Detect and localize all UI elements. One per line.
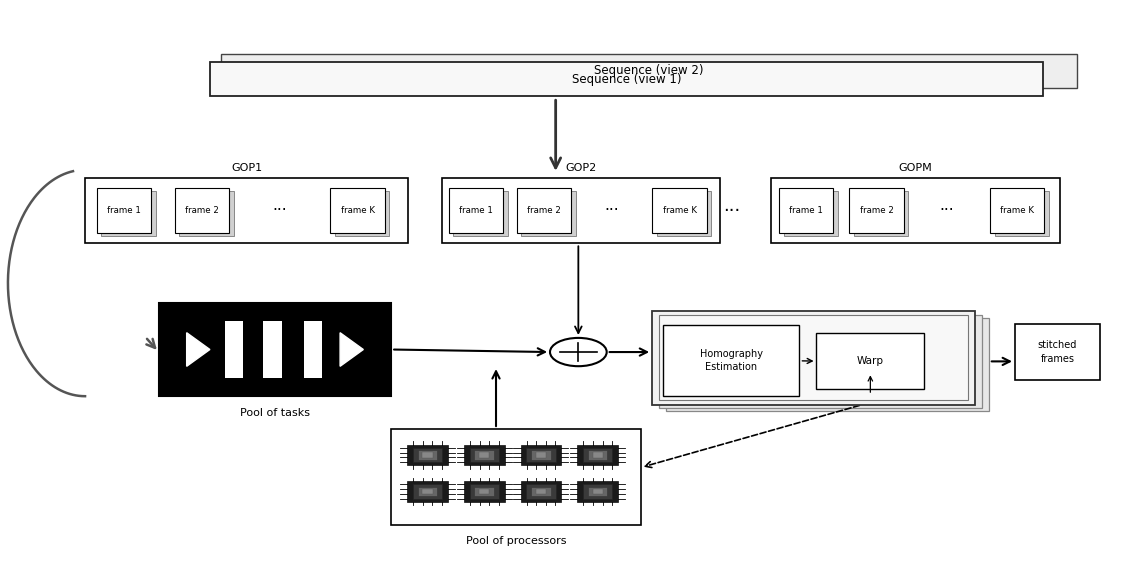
Text: stitched
frames: stitched frames xyxy=(1038,341,1077,363)
Bar xyxy=(521,445,561,465)
Bar xyxy=(422,452,433,457)
Bar xyxy=(179,191,234,237)
Text: GOPM: GOPM xyxy=(899,163,932,173)
Bar xyxy=(454,191,508,237)
Text: GOP2: GOP2 xyxy=(566,163,596,173)
Bar xyxy=(469,448,499,462)
Bar xyxy=(652,188,706,234)
Bar xyxy=(517,188,572,234)
Bar xyxy=(304,321,322,378)
Bar xyxy=(413,484,442,499)
Bar xyxy=(577,481,618,501)
Bar xyxy=(413,448,442,462)
Bar xyxy=(816,333,924,389)
Bar xyxy=(479,489,490,494)
Bar xyxy=(159,303,391,396)
Bar xyxy=(531,450,551,460)
Text: frame 1: frame 1 xyxy=(789,207,823,215)
Bar xyxy=(96,188,151,234)
Bar xyxy=(587,487,608,496)
Text: ···: ··· xyxy=(940,203,954,218)
Bar xyxy=(526,484,556,499)
Text: frame 2: frame 2 xyxy=(185,207,219,215)
FancyArrowPatch shape xyxy=(645,405,860,468)
Bar xyxy=(784,191,838,237)
Bar xyxy=(422,489,433,494)
Bar xyxy=(442,178,720,243)
Circle shape xyxy=(550,338,607,366)
Text: ···: ··· xyxy=(722,201,741,220)
Bar xyxy=(577,445,618,465)
Text: Pool of tasks: Pool of tasks xyxy=(240,408,310,418)
Bar xyxy=(849,188,904,234)
Bar xyxy=(771,178,1060,243)
Bar xyxy=(479,452,490,457)
Bar xyxy=(659,315,982,408)
Bar xyxy=(531,487,551,496)
Bar xyxy=(464,481,505,501)
Bar xyxy=(526,448,556,462)
Bar xyxy=(666,318,989,411)
Bar xyxy=(535,489,545,494)
Bar xyxy=(469,484,499,499)
Bar xyxy=(330,188,384,234)
Bar xyxy=(225,321,244,378)
Text: Sequence (view 1): Sequence (view 1) xyxy=(572,73,682,85)
Bar xyxy=(583,448,612,462)
Text: GOP1: GOP1 xyxy=(231,163,262,173)
Bar xyxy=(659,315,968,400)
Bar xyxy=(417,487,438,496)
Text: ···: ··· xyxy=(272,203,287,218)
Bar xyxy=(417,450,438,460)
Bar xyxy=(583,484,612,499)
Bar xyxy=(663,325,799,396)
Text: frame 2: frame 2 xyxy=(860,207,894,215)
Text: frame 1: frame 1 xyxy=(107,207,141,215)
Text: frame K: frame K xyxy=(340,207,374,215)
Bar xyxy=(995,191,1049,237)
Text: Warp: Warp xyxy=(857,356,883,366)
Text: frame 2: frame 2 xyxy=(527,207,561,215)
Bar xyxy=(175,188,229,234)
Bar xyxy=(779,188,833,234)
Bar xyxy=(522,191,576,237)
Polygon shape xyxy=(340,333,363,366)
Bar xyxy=(521,481,561,501)
Bar xyxy=(85,178,408,243)
Bar xyxy=(1015,324,1100,380)
Polygon shape xyxy=(187,333,210,366)
Bar xyxy=(449,188,503,234)
Text: Sequence (view 2): Sequence (view 2) xyxy=(594,65,704,77)
Bar xyxy=(407,445,448,465)
Bar xyxy=(652,311,975,405)
Bar xyxy=(101,191,155,237)
Text: Homography
Estimation: Homography Estimation xyxy=(700,349,763,372)
Text: frame K: frame K xyxy=(1000,207,1034,215)
Bar xyxy=(854,191,908,237)
Bar xyxy=(535,452,545,457)
Bar xyxy=(474,450,494,460)
Bar xyxy=(210,62,1043,96)
Text: Pool of processors: Pool of processors xyxy=(466,536,566,546)
Bar xyxy=(587,450,608,460)
Bar xyxy=(335,191,389,237)
Text: ···: ··· xyxy=(604,203,619,218)
Bar xyxy=(263,321,282,378)
Bar xyxy=(474,487,494,496)
Bar xyxy=(593,452,603,457)
Bar xyxy=(391,429,641,525)
Text: frame K: frame K xyxy=(662,207,696,215)
Bar xyxy=(990,188,1044,234)
Bar xyxy=(657,191,711,237)
Bar xyxy=(407,481,448,501)
Bar xyxy=(221,54,1077,88)
Bar xyxy=(464,445,505,465)
Text: frame 1: frame 1 xyxy=(459,207,493,215)
Bar xyxy=(593,489,603,494)
